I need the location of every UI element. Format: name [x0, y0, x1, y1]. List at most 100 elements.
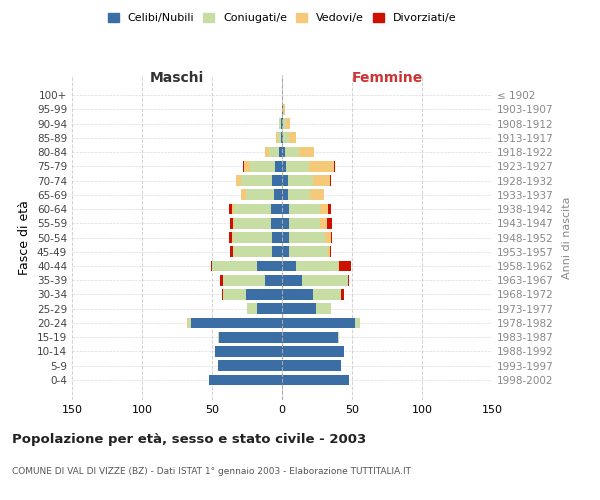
Bar [188, 318, 191, 328]
Bar [289, 232, 325, 243]
Bar [285, 146, 299, 158]
Bar [277, 132, 278, 143]
Text: Popolazione per età, sesso e stato civile - 2003: Popolazione per età, sesso e stato civil… [12, 432, 366, 446]
Bar [296, 260, 338, 272]
Bar [282, 118, 283, 129]
Bar [289, 218, 320, 228]
Bar [281, 118, 282, 129]
Bar [282, 260, 296, 272]
Bar [282, 175, 287, 186]
Bar [233, 246, 272, 257]
Bar [282, 275, 302, 285]
Bar [299, 146, 314, 158]
Bar [222, 289, 223, 300]
Bar [244, 161, 250, 172]
Bar [282, 246, 289, 257]
Bar [218, 332, 219, 342]
Bar [329, 175, 331, 186]
Bar [328, 246, 329, 257]
Y-axis label: Anni di nascita: Anni di nascita [562, 196, 572, 279]
Bar [233, 218, 235, 228]
Bar [250, 161, 275, 172]
Bar [308, 161, 334, 172]
Bar [320, 204, 328, 214]
Bar [232, 232, 233, 243]
Bar [230, 246, 233, 257]
Bar [236, 175, 241, 186]
Bar [283, 118, 286, 129]
Bar [329, 246, 331, 257]
Y-axis label: Fasce di età: Fasce di età [19, 200, 31, 275]
Bar [220, 275, 223, 285]
Text: Maschi: Maschi [150, 71, 204, 85]
Bar [235, 218, 271, 228]
Bar [209, 374, 282, 385]
Bar [271, 218, 282, 228]
Bar [334, 161, 335, 172]
Bar [286, 161, 308, 172]
Bar [241, 190, 245, 200]
Bar [218, 360, 282, 371]
Bar [340, 260, 350, 272]
Bar [282, 360, 341, 371]
Bar [245, 190, 274, 200]
Bar [287, 175, 313, 186]
Bar [281, 132, 282, 143]
Bar [287, 190, 310, 200]
Bar [230, 218, 233, 228]
Bar [282, 318, 355, 328]
Bar [282, 190, 287, 200]
Bar [229, 204, 232, 214]
Bar [282, 218, 289, 228]
Bar [327, 218, 332, 228]
Bar [274, 190, 282, 200]
Text: COMUNE DI VAL DI VIZZE (BZ) - Dati ISTAT 1° gennaio 2003 - Elaborazione TUTTITAL: COMUNE DI VAL DI VIZZE (BZ) - Dati ISTAT… [12, 468, 411, 476]
Bar [257, 304, 282, 314]
Bar [338, 260, 340, 272]
Bar [257, 260, 282, 272]
Legend: Celibi/Nubili, Coniugati/e, Vedovi/e, Divorziati/e: Celibi/Nubili, Coniugati/e, Vedovi/e, Di… [106, 10, 458, 26]
Bar [282, 374, 349, 385]
Bar [286, 118, 290, 129]
Text: Femmine: Femmine [352, 71, 422, 85]
Bar [282, 146, 285, 158]
Bar [355, 318, 361, 328]
Bar [316, 304, 331, 314]
Bar [338, 332, 340, 342]
Bar [283, 104, 285, 115]
Bar [289, 132, 296, 143]
Bar [320, 218, 327, 228]
Bar [302, 275, 348, 285]
Bar [275, 161, 282, 172]
Bar [265, 146, 269, 158]
Bar [211, 260, 212, 272]
Bar [313, 289, 341, 300]
Bar [283, 132, 289, 143]
Bar [269, 146, 279, 158]
Bar [187, 318, 188, 328]
Bar [271, 204, 282, 214]
Bar [341, 289, 344, 300]
Bar [325, 232, 331, 243]
Bar [233, 232, 272, 243]
Bar [219, 332, 282, 342]
Bar [289, 204, 320, 214]
Bar [243, 161, 244, 172]
Bar [282, 161, 286, 172]
Bar [191, 318, 282, 328]
Bar [331, 232, 332, 243]
Bar [282, 289, 313, 300]
Bar [272, 175, 282, 186]
Bar [310, 190, 324, 200]
Bar [282, 204, 289, 214]
Bar [328, 204, 331, 214]
Bar [215, 346, 282, 356]
Bar [272, 232, 282, 243]
Bar [279, 118, 281, 129]
Bar [265, 275, 282, 285]
Bar [223, 289, 245, 300]
Bar [282, 132, 283, 143]
Bar [278, 132, 281, 143]
Bar [313, 175, 329, 186]
Bar [223, 275, 265, 285]
